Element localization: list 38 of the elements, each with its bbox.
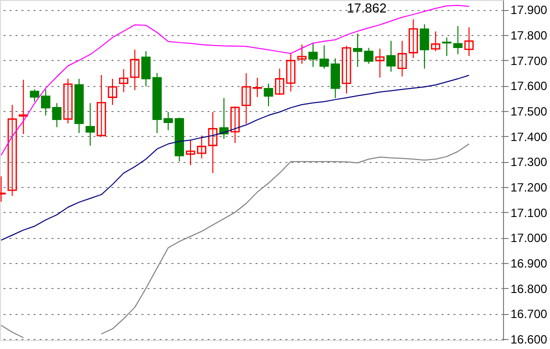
y-tick-label: 17.400 — [510, 130, 548, 144]
candlestick — [264, 83, 274, 107]
y-tick-label: 16.800 — [510, 282, 548, 296]
candlestick — [30, 88, 40, 102]
candlestick — [297, 44, 307, 64]
y-tick-label: 17.600 — [510, 79, 548, 94]
candlestick — [18, 79, 28, 135]
candlestick — [141, 50, 151, 87]
candlestick — [63, 78, 73, 124]
candlestick — [8, 104, 17, 196]
y-tick-label: 17.100 — [510, 206, 548, 220]
candlestick — [386, 40, 396, 72]
candlestick — [196, 135, 206, 159]
candlestick — [375, 48, 385, 78]
annotation: 17.862 — [346, 0, 387, 16]
candlestick — [108, 78, 118, 106]
y-tick-label: 17.900 — [510, 3, 548, 18]
y-tick-label: 17.800 — [510, 28, 548, 42]
candlestick — [342, 45, 352, 94]
y-tick-label: 17.700 — [510, 54, 548, 68]
candlestick — [308, 42, 318, 68]
candlestick — [420, 24, 430, 70]
candlestick — [96, 74, 106, 136]
y-tick-label: 17.300 — [510, 155, 548, 170]
y-tick-label: 17.500 — [510, 104, 548, 118]
y-tick-label: 16.600 — [510, 332, 548, 346]
y-tick-label: 17.000 — [510, 231, 548, 246]
y-tick-label: 16.700 — [510, 307, 548, 322]
candlestick — [186, 139, 196, 166]
candlestick — [430, 30, 440, 52]
y-tick-label: 17.200 — [510, 180, 548, 194]
candlestick — [230, 106, 240, 144]
candlestick — [464, 26, 474, 56]
y-tick-label: 16.900 — [510, 256, 548, 270]
candlestick — [208, 111, 218, 174]
line-series — [0, 74, 470, 241]
candlestick — [86, 102, 95, 146]
line-series — [0, 4, 470, 156]
